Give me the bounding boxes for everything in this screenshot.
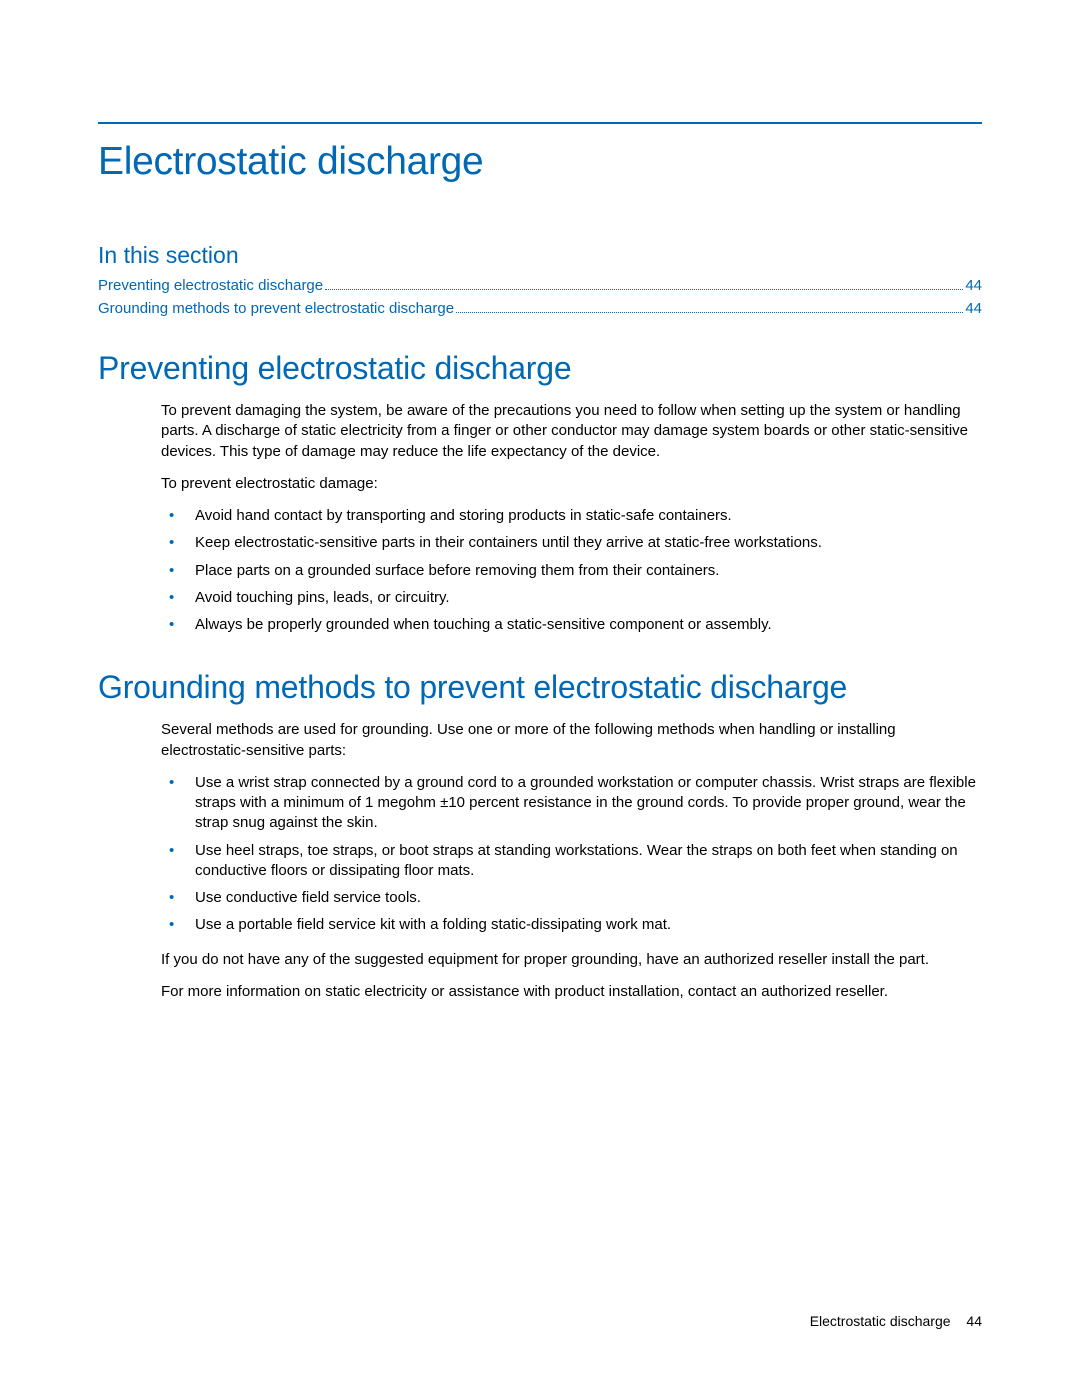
toc-entry[interactable]: Preventing electrostatic discharge 44 <box>98 275 982 298</box>
list-item: Keep electrostatic-sensitive parts in th… <box>161 533 982 553</box>
bullet-list: Use a wrist strap connected by a ground … <box>161 773 982 936</box>
list-item: Use conductive field service tools. <box>161 888 982 908</box>
toc-label: Grounding methods to prevent electrostat… <box>98 298 454 321</box>
page-title: Electrostatic discharge <box>98 140 982 184</box>
page-footer: Electrostatic discharge 44 <box>810 1313 982 1329</box>
section-heading-preventing: Preventing electrostatic discharge <box>98 350 982 387</box>
footer-label: Electrostatic discharge <box>810 1313 951 1329</box>
in-this-section-heading: In this section <box>98 242 982 269</box>
body-paragraph: To prevent electrostatic damage: <box>161 474 982 494</box>
list-item: Always be properly grounded when touchin… <box>161 615 982 635</box>
document-page: Electrostatic discharge In this section … <box>0 0 1080 1074</box>
bullet-list: Avoid hand contact by transporting and s… <box>161 506 982 635</box>
footer-page-number: 44 <box>966 1313 982 1329</box>
list-item: Use a portable field service kit with a … <box>161 915 982 935</box>
body-paragraph: To prevent damaging the system, be aware… <box>161 401 982 462</box>
top-rule <box>98 122 982 124</box>
toc-leader-dots <box>325 289 963 290</box>
section-heading-grounding: Grounding methods to prevent electrostat… <box>98 669 982 706</box>
body-paragraph: Several methods are used for grounding. … <box>161 720 982 761</box>
body-paragraph: For more information on static electrici… <box>161 982 982 1002</box>
list-item: Place parts on a grounded surface before… <box>161 561 982 581</box>
list-item: Use heel straps, toe straps, or boot str… <box>161 841 982 882</box>
body-paragraph: If you do not have any of the suggested … <box>161 950 982 970</box>
list-item: Use a wrist strap connected by a ground … <box>161 773 982 834</box>
toc-entry[interactable]: Grounding methods to prevent electrostat… <box>98 298 982 321</box>
list-item: Avoid hand contact by transporting and s… <box>161 506 982 526</box>
toc-page-number: 44 <box>965 275 982 298</box>
toc-page-number: 44 <box>965 298 982 321</box>
toc-leader-dots <box>456 312 963 313</box>
list-item: Avoid touching pins, leads, or circuitry… <box>161 588 982 608</box>
toc-block: Preventing electrostatic discharge 44 Gr… <box>98 275 982 320</box>
toc-label: Preventing electrostatic discharge <box>98 275 323 298</box>
